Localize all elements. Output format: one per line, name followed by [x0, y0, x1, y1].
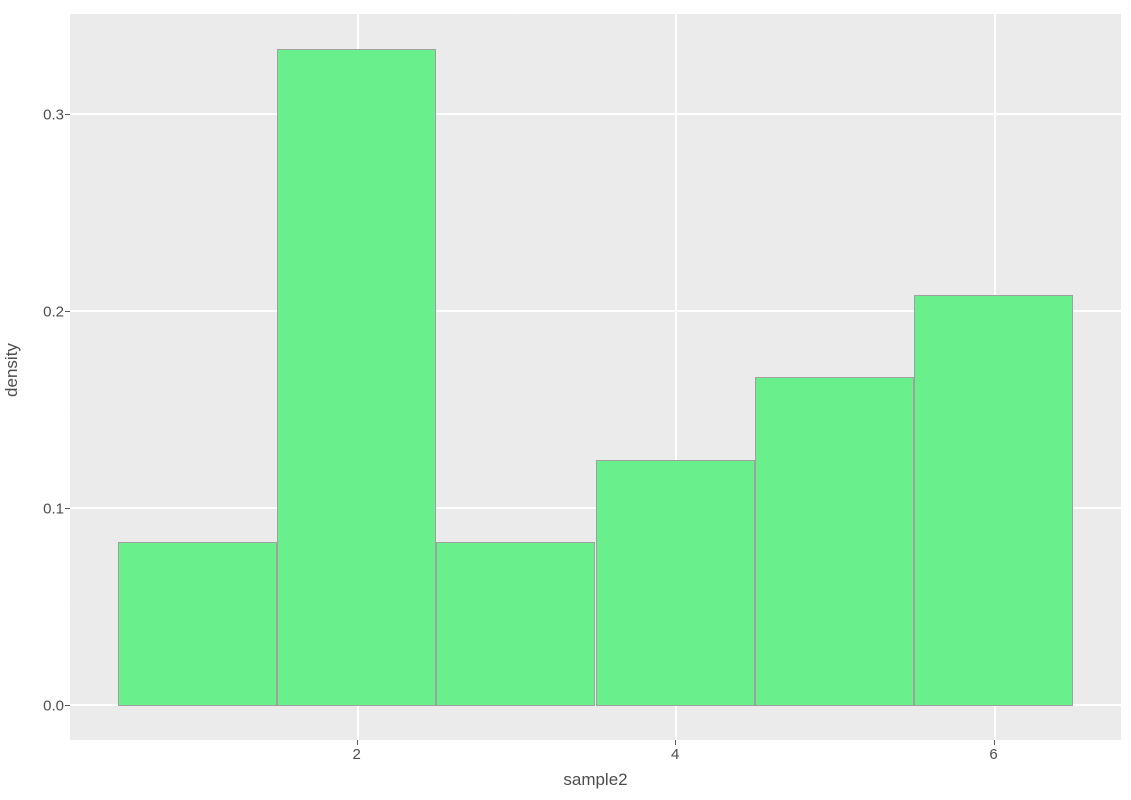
histogram-bar [118, 542, 277, 707]
histogram-bar [277, 49, 436, 707]
x-tick-label: 2 [352, 746, 360, 763]
y-tick-label: 0.2 [24, 303, 64, 320]
plot-panel [70, 14, 1121, 740]
x-tick-label: 6 [989, 746, 997, 763]
histogram-bar [596, 460, 755, 707]
x-axis-title-text: sample2 [563, 770, 627, 789]
histogram-bar [755, 377, 914, 706]
density-histogram: density 0.0 0.1 0.2 0.3 2 4 6 sample2 [0, 0, 1131, 800]
x-tick-mark [994, 740, 995, 745]
y-axis-ticks: 0.0 0.1 0.2 0.3 [24, 14, 70, 740]
histogram-bar [914, 295, 1073, 706]
x-axis-title: sample2 [70, 770, 1121, 790]
y-tick-label: 0.1 [24, 501, 64, 518]
y-axis-title: density [0, 0, 24, 740]
y-tick-label: 0.3 [24, 106, 64, 123]
x-tick-mark [357, 740, 358, 745]
y-axis-title-text: density [2, 343, 22, 397]
x-axis-ticks: 2 4 6 [70, 740, 1121, 764]
x-tick-label: 4 [671, 746, 679, 763]
histogram-bar [436, 542, 595, 707]
histogram-bars [70, 14, 1121, 740]
y-tick-label: 0.0 [24, 698, 64, 715]
x-tick-mark [675, 740, 676, 745]
